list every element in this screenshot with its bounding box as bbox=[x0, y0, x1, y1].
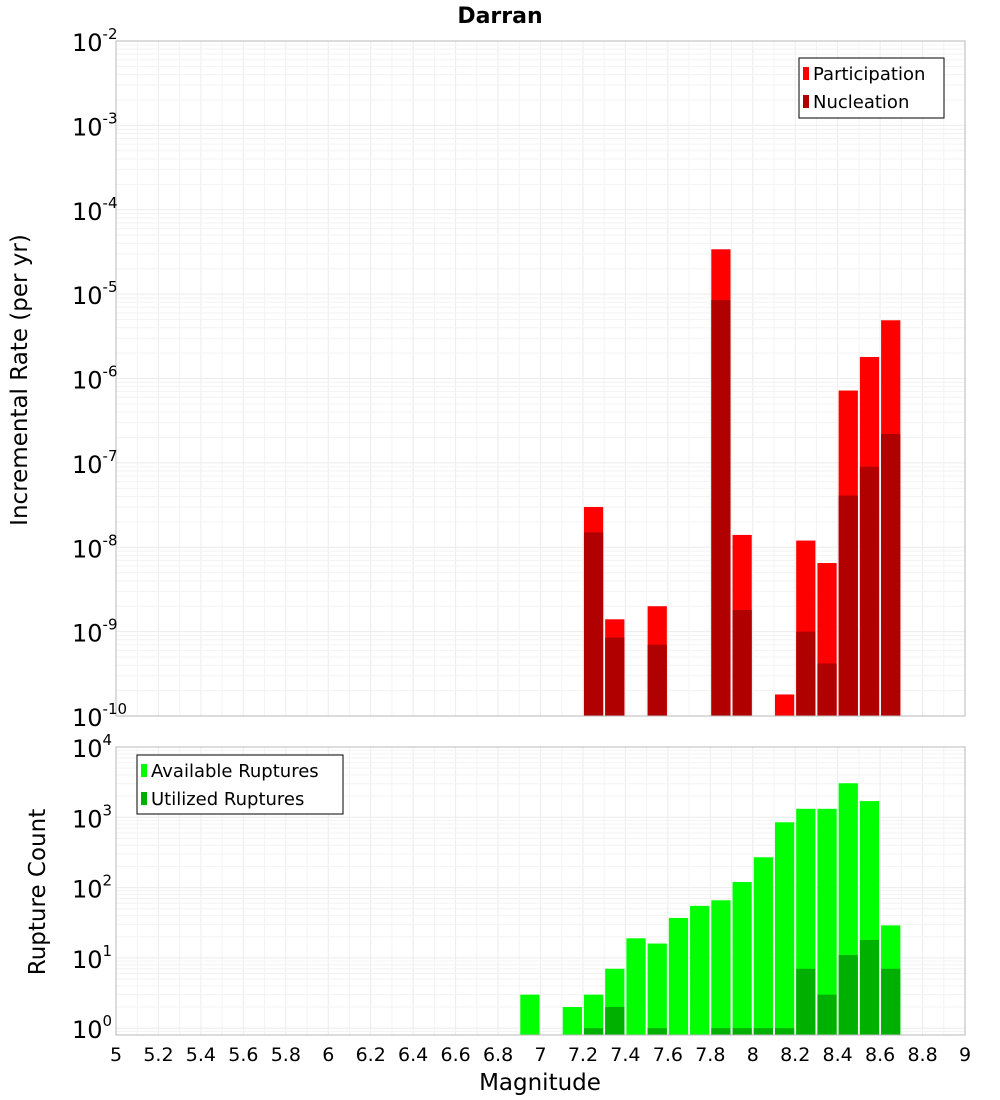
count-bar-utilized-ruptures bbox=[732, 1028, 752, 1035]
x-tick-label: 5 bbox=[110, 1044, 122, 1066]
count-bar-available-ruptures bbox=[520, 994, 540, 1035]
count-bar-utilized-ruptures bbox=[647, 1028, 667, 1035]
y-tick-label: 102 bbox=[72, 872, 112, 904]
count-bar-available-ruptures bbox=[668, 917, 689, 1035]
legend-label: Participation bbox=[813, 64, 925, 85]
x-tick-label: 6.4 bbox=[398, 1044, 428, 1066]
x-tick-label: 9 bbox=[959, 1044, 971, 1066]
x-tick-label: 6.6 bbox=[440, 1044, 470, 1066]
legend-label: Nucleation bbox=[813, 92, 909, 113]
legend-swatch bbox=[803, 95, 809, 108]
y-tick-label: 10-4 bbox=[72, 194, 118, 226]
y-tick-label: 10-6 bbox=[72, 363, 118, 395]
legend-swatch bbox=[141, 764, 147, 777]
x-tick-label: 8.8 bbox=[907, 1044, 937, 1066]
rate-bar-nucleation bbox=[796, 631, 816, 716]
y-tick-label: 103 bbox=[72, 801, 112, 833]
x-tick-label: 6 bbox=[322, 1044, 334, 1066]
count-bar-utilized-ruptures bbox=[711, 1028, 731, 1035]
x-axis-ticks: 5 5.2 5.4 5.6 5.8 6 6.2 6.4 6.6 6.8 7 7.2 7.4 7.6 7.8 8… bbox=[110, 1044, 971, 1066]
legend-label: Available Ruptures bbox=[151, 761, 319, 782]
y-tick-label: 10-7 bbox=[72, 447, 118, 479]
y-tick-label: 100 bbox=[72, 1012, 112, 1044]
count-bar-available-ruptures bbox=[732, 882, 752, 1035]
y-tick-label: 10-5 bbox=[72, 278, 118, 310]
rate-bar-nucleation bbox=[881, 433, 901, 716]
count-bar-utilized-ruptures bbox=[881, 968, 901, 1035]
x-tick-label: 5.4 bbox=[186, 1044, 216, 1066]
x-tick-label: 8.2 bbox=[780, 1044, 810, 1066]
count-bar-utilized-ruptures bbox=[583, 1028, 604, 1035]
x-tick-label: 7.8 bbox=[695, 1044, 725, 1066]
y-tick-label: 10-8 bbox=[72, 531, 118, 563]
y-tick-label: 10-3 bbox=[72, 109, 118, 141]
rate-bar-nucleation bbox=[732, 610, 752, 716]
rupture-count-chart-panel: 100 101 102 103 104 Available Ruptures Utilize… bbox=[72, 731, 966, 1044]
count-bar-utilized-ruptures bbox=[838, 954, 858, 1035]
rate-bar-nucleation bbox=[711, 300, 731, 716]
x-tick-label: 8 bbox=[747, 1044, 759, 1066]
x-tick-label: 6.8 bbox=[483, 1044, 513, 1066]
plot-frame bbox=[115, 40, 966, 717]
y-tick-label: 10-9 bbox=[72, 616, 118, 648]
count-bar-utilized-ruptures bbox=[774, 1028, 795, 1035]
x-tick-label: 8.6 bbox=[865, 1044, 895, 1066]
y-tick-label: 101 bbox=[72, 942, 112, 974]
y-tick-label: 10-2 bbox=[72, 25, 118, 57]
rate-bar-nucleation bbox=[859, 466, 880, 716]
count-bar-available-ruptures bbox=[626, 938, 646, 1035]
x-tick-label: 5.2 bbox=[143, 1044, 173, 1066]
count-bar-utilized-ruptures bbox=[796, 968, 816, 1035]
rate-bar-nucleation bbox=[583, 532, 604, 716]
rate-bar-nucleation bbox=[817, 663, 837, 716]
count-bar-available-ruptures bbox=[753, 857, 773, 1035]
bottom-y-axis-title: Rupture Count bbox=[25, 809, 51, 975]
x-tick-label: 7.2 bbox=[568, 1044, 598, 1066]
count-bar-utilized-ruptures bbox=[817, 994, 837, 1035]
x-tick-label: 5.6 bbox=[228, 1044, 258, 1066]
count-bar-available-ruptures bbox=[583, 994, 604, 1035]
chart-title: Darran bbox=[457, 4, 542, 29]
y-tick-label: 10-10 bbox=[72, 700, 127, 732]
y-tick-label: 104 bbox=[72, 731, 112, 763]
legend-box bbox=[798, 57, 945, 119]
x-tick-label: 5.8 bbox=[271, 1044, 301, 1066]
top-y-axis-title: Incremental Rate (per yr) bbox=[7, 234, 33, 526]
count-bar-available-ruptures bbox=[774, 822, 795, 1035]
legend-label: Utilized Ruptures bbox=[151, 789, 304, 810]
x-tick-label: 8.4 bbox=[823, 1044, 853, 1066]
x-tick-label: 7.6 bbox=[653, 1044, 683, 1066]
count-bar-utilized-ruptures bbox=[859, 939, 880, 1035]
count-bar-utilized-ruptures bbox=[605, 1007, 625, 1035]
rate-chart-panel: 10-10 10-9 10-8 10-7 10-6 10-5 10-4 10-3 10-2 Par… bbox=[72, 25, 966, 732]
legend-box bbox=[136, 754, 344, 815]
count-bar-available-ruptures bbox=[562, 1007, 582, 1035]
rate-bar-nucleation bbox=[838, 495, 858, 716]
legend: Available Ruptures Utilized Ruptures bbox=[136, 754, 344, 815]
legend-swatch bbox=[803, 67, 809, 80]
plot-frame bbox=[115, 746, 966, 1036]
rate-bar-nucleation bbox=[647, 644, 667, 716]
count-bar-available-ruptures bbox=[711, 900, 731, 1035]
legend: Participation Nucleation bbox=[798, 57, 945, 119]
legend-swatch bbox=[141, 792, 147, 805]
x-tick-label: 6.2 bbox=[356, 1044, 386, 1066]
x-tick-label: 7 bbox=[534, 1044, 546, 1066]
rate-bar-participation bbox=[774, 694, 795, 716]
rate-bar-nucleation bbox=[605, 637, 625, 716]
x-axis-title: Magnitude bbox=[479, 1070, 601, 1096]
count-bar-available-ruptures bbox=[647, 943, 667, 1035]
count-bar-utilized-ruptures bbox=[753, 1028, 773, 1035]
x-tick-label: 7.4 bbox=[610, 1044, 640, 1066]
count-bar-available-ruptures bbox=[817, 808, 837, 1035]
count-bar-available-ruptures bbox=[690, 905, 710, 1035]
